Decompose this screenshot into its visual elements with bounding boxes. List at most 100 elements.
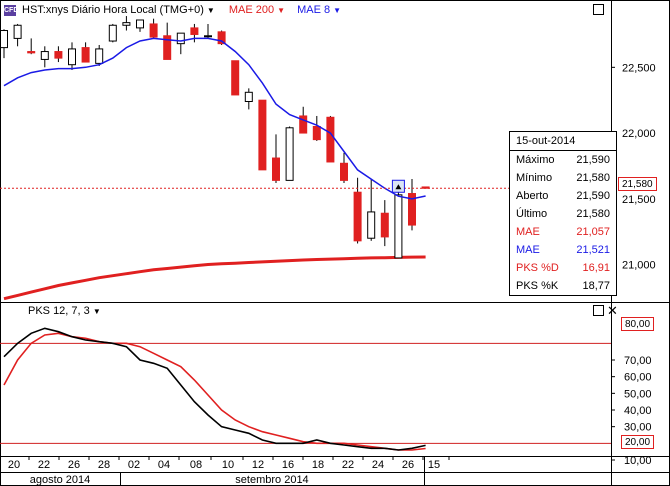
price-tick-label: 22,500 <box>622 62 656 74</box>
symbol-menu[interactable]: HST:xnys Diário Hora Local (TMG+0) ▼ <box>22 4 215 16</box>
date-tick-label: 10 <box>222 459 234 471</box>
candle <box>408 179 416 231</box>
tooltip-label: Aberto <box>516 190 549 202</box>
candle <box>217 30 226 45</box>
mae200-line <box>3 255 426 301</box>
candle <box>190 23 199 43</box>
date-tick-label: 04 <box>158 459 170 471</box>
candle-body <box>258 99 267 171</box>
mae8-line <box>3 37 426 200</box>
tooltip-label: Mínimo <box>516 172 553 184</box>
tooltip-value: 21,580 <box>576 208 610 220</box>
candle-body <box>13 24 22 39</box>
candle <box>149 18 158 39</box>
tooltip-row: Mínimo 21,580 <box>510 169 616 187</box>
mae200-label: MAE 200 <box>228 4 275 16</box>
date-axis: 20 22 26 28 02 04 08 10 12 16 18 22 24 26 15 agosto 201… <box>8 456 450 486</box>
candle-body <box>40 51 49 60</box>
price-tick-label: 22,000 <box>622 128 656 140</box>
candle <box>231 60 240 96</box>
pks-maximize-button[interactable] <box>593 305 604 316</box>
candle-body <box>95 48 104 64</box>
pks-levels <box>0 342 611 444</box>
candle <box>258 99 267 171</box>
candle-body <box>68 48 76 66</box>
maximize-button[interactable] <box>593 4 604 15</box>
date-tick-label: 12 <box>252 459 264 471</box>
candle <box>204 23 212 39</box>
date-tick-label: 24 <box>372 459 384 471</box>
date-tick-label: 15 <box>428 459 440 471</box>
candle <box>312 115 321 141</box>
candle-body <box>0 30 8 49</box>
pks-k-line <box>3 327 426 451</box>
pks-d-line <box>3 332 426 451</box>
candle <box>13 23 22 47</box>
data-tooltip: 15-out-2014 Máximo 21,590 Mínimo 21,580 Ab… <box>509 131 617 296</box>
candle-body <box>285 127 294 181</box>
pks-tick-label: 50,00 <box>624 388 652 400</box>
pks-close-button[interactable]: ✕ <box>607 303 618 318</box>
candle <box>340 152 348 184</box>
pks-axis: 70,00 60,00 50,00 40,00 30,00 10,00 <box>611 355 652 467</box>
date-tick-label: 22 <box>342 459 354 471</box>
pks-tick-label: 10,00 <box>624 455 652 467</box>
pks-tick-label: 30,00 <box>624 422 652 434</box>
tooltip-value: 16,91 <box>582 262 610 274</box>
candle-body <box>149 23 158 38</box>
triangle-icon <box>395 184 402 190</box>
candle <box>81 42 90 63</box>
date-tick-label: 18 <box>312 459 324 471</box>
pks-upper-badge: 80,00 <box>621 317 655 331</box>
mae8-path <box>3 37 426 200</box>
tooltip-label: PKS %D <box>516 262 559 274</box>
mae8-menu[interactable]: MAE 8 ▼ <box>297 4 341 16</box>
candle-body <box>272 157 280 181</box>
candle <box>380 200 389 247</box>
chevron-down-icon: ▼ <box>277 6 286 15</box>
pks-tick-label: 40,00 <box>624 405 652 417</box>
candle <box>95 44 104 67</box>
candle-body <box>312 125 321 141</box>
date-tick-label: 02 <box>128 459 140 471</box>
candle <box>68 42 76 70</box>
candle <box>163 22 172 60</box>
candle-body <box>326 116 335 163</box>
pks-lower-badge: 20,00 <box>621 435 655 449</box>
candle <box>54 46 63 63</box>
mae200-menu[interactable]: MAE 200 ▼ <box>229 4 285 16</box>
chart-header: CFD HST:xnys Diário Hora Local (TMG+0) ▼… <box>4 3 341 17</box>
tooltip-label: Máximo <box>516 154 555 166</box>
date-tick-label: 16 <box>282 459 294 471</box>
current-price-badge: 21,580 <box>618 177 657 191</box>
candle <box>40 46 49 68</box>
candle <box>272 134 280 184</box>
candle-body <box>190 27 199 35</box>
candle-body <box>367 211 376 239</box>
candle-body <box>136 19 144 29</box>
pks-header[interactable]: PKS 12, 7, 3 ▼ <box>28 305 101 317</box>
date-tick-label: 26 <box>68 459 80 471</box>
pks-label: PKS 12, 7, 3 <box>28 305 90 317</box>
candlestick-series <box>0 16 430 259</box>
candle-body <box>217 31 226 45</box>
price-tick-label: 21,000 <box>622 260 656 272</box>
tooltip-value: 21,590 <box>576 154 610 166</box>
chevron-down-icon: ▼ <box>92 307 101 316</box>
tooltip-label: MAE <box>516 226 540 238</box>
candle-body <box>380 212 389 238</box>
candle <box>27 38 36 55</box>
price-axis: 22,500 22,000 21,500 21,000 <box>611 62 656 272</box>
candle-body <box>81 47 90 63</box>
price-tick-label: 21,500 <box>622 194 656 206</box>
candle <box>108 23 117 43</box>
candle <box>326 115 335 163</box>
tooltip-label: Último <box>516 208 548 220</box>
mae8-label: MAE 8 <box>297 4 331 16</box>
candle <box>353 177 362 244</box>
candle <box>367 179 376 241</box>
pks-tick-label: 70,00 <box>624 355 652 367</box>
candle-body <box>204 35 212 38</box>
candle <box>122 16 131 31</box>
